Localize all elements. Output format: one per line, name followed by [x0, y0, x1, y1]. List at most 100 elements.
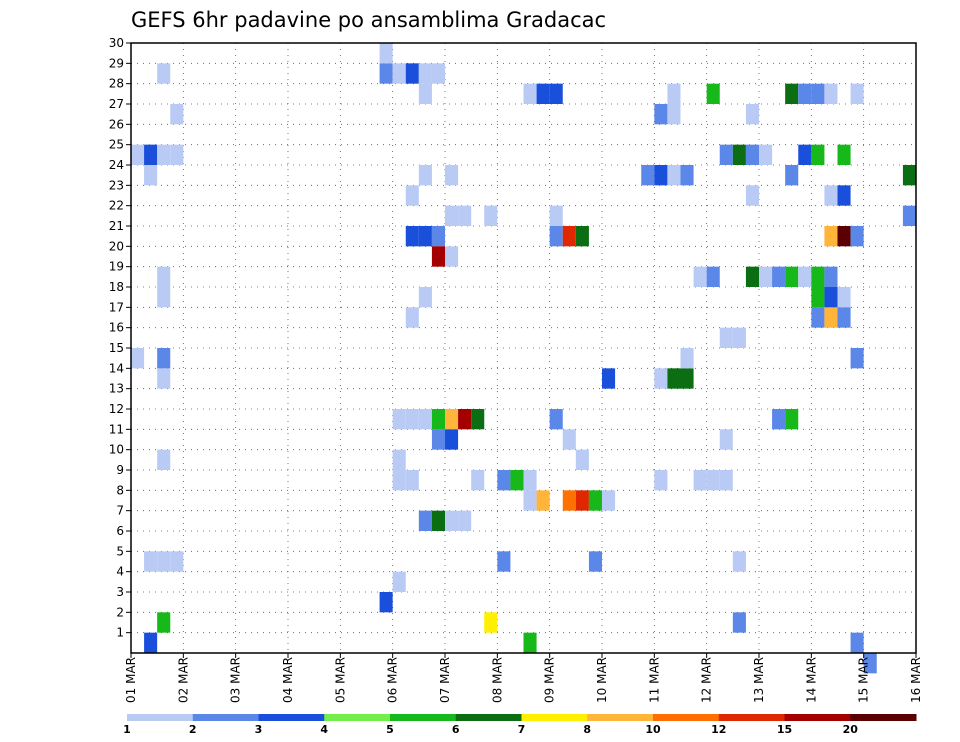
- x-tick-label: 07 MAR: [438, 657, 452, 703]
- colorbar-swatch: [127, 714, 194, 721]
- data-cell: [170, 144, 184, 165]
- y-tick-label: 6: [116, 524, 124, 538]
- data-cell: [745, 104, 759, 125]
- data-cell: [144, 632, 158, 653]
- data-cell: [131, 144, 145, 165]
- data-cell: [157, 287, 171, 308]
- x-axis: 01 MAR 02 MAR 03 MAR 04 MAR 05 MAR 06 MAR 07 M…: [124, 653, 923, 703]
- plot-frame: [130, 42, 917, 654]
- data-cell: [157, 449, 171, 470]
- colorbar-swatch: [521, 714, 588, 721]
- data-cell: [170, 551, 184, 572]
- data-cell: [850, 226, 864, 247]
- x-tick-label: 01 MAR: [124, 657, 138, 703]
- y-tick-label: 19: [109, 260, 124, 274]
- x-tick-label: 06 MAR: [386, 657, 400, 703]
- x-tick-label: 14 MAR: [804, 657, 818, 703]
- data-cell: [562, 226, 576, 247]
- data-cell: [445, 510, 459, 531]
- colorbar-swatch: [850, 714, 917, 721]
- data-cell: [392, 409, 406, 430]
- data-cell: [824, 287, 838, 308]
- data-cell: [719, 470, 733, 491]
- data-cell: [602, 368, 616, 389]
- data-cell: [157, 368, 171, 389]
- data-cell: [575, 490, 589, 511]
- colorbar-swatch: [324, 714, 391, 721]
- data-cell: [811, 144, 825, 165]
- y-tick-label: 4: [116, 565, 124, 579]
- colorbar-swatch: [718, 714, 785, 721]
- data-cell: [745, 144, 759, 165]
- data-cell: [418, 165, 432, 186]
- data-cell: [431, 63, 445, 84]
- data-cell: [706, 83, 720, 104]
- colorbar-label: 2: [189, 723, 197, 736]
- colorbar-label: 12: [711, 723, 726, 736]
- data-cell: [144, 144, 158, 165]
- grid: [131, 42, 917, 653]
- y-tick-label: 11: [109, 422, 124, 436]
- data-cell: [588, 551, 602, 572]
- data-cell: [484, 205, 498, 226]
- data-cell: [471, 409, 485, 430]
- data-cell: [575, 449, 589, 470]
- data-cell: [405, 185, 419, 206]
- data-cell: [392, 470, 406, 491]
- data-cell: [405, 226, 419, 247]
- data-cell: [863, 653, 877, 674]
- data-cell: [405, 470, 419, 491]
- data-cell: [405, 409, 419, 430]
- data-cell: [772, 266, 786, 287]
- data-cell: [497, 470, 511, 491]
- data-cell: [431, 226, 445, 247]
- colorbar-label: 10: [645, 723, 661, 736]
- y-axis: 1234567891011121314151617181920212223242…: [109, 36, 131, 640]
- data-cell: [157, 63, 171, 84]
- data-cell: [458, 205, 472, 226]
- data-cell: [458, 510, 472, 531]
- y-tick-label: 15: [109, 341, 124, 355]
- y-tick-label: 8: [116, 483, 124, 497]
- data-cell: [732, 612, 746, 633]
- data-cell: [418, 510, 432, 531]
- data-cell: [418, 287, 432, 308]
- y-tick-label: 27: [109, 97, 124, 111]
- x-tick-label: 09 MAR: [543, 657, 557, 703]
- chart-title: GEFS 6hr padavine po ansamblima Gradacac: [131, 8, 606, 32]
- data-cell: [170, 104, 184, 125]
- data-cell: [667, 368, 681, 389]
- data-cell: [392, 571, 406, 592]
- data-cell: [811, 287, 825, 308]
- data-cell: [510, 470, 524, 491]
- data-cell: [392, 449, 406, 470]
- y-tick-label: 7: [116, 504, 124, 518]
- y-tick-label: 3: [116, 585, 124, 599]
- colorbar-swatch: [784, 714, 851, 721]
- y-tick-label: 18: [109, 280, 124, 294]
- data-cell: [157, 551, 171, 572]
- colorbar-label: 3: [255, 723, 263, 736]
- data-cell: [418, 83, 432, 104]
- data-cell: [667, 104, 681, 125]
- data-cell: [850, 632, 864, 653]
- y-tick-label: 5: [116, 544, 124, 558]
- data-cell: [157, 144, 171, 165]
- data-cell: [719, 429, 733, 450]
- colorbar-label: 7: [518, 723, 526, 736]
- data-cell: [902, 205, 916, 226]
- data-cell: [706, 470, 720, 491]
- y-tick-label: 29: [109, 56, 124, 70]
- x-tick-label: 08 MAR: [490, 657, 504, 703]
- y-tick-label: 20: [109, 239, 124, 253]
- y-tick-label: 14: [109, 361, 124, 375]
- data-cell: [549, 205, 563, 226]
- data-cell: [824, 185, 838, 206]
- y-tick-label: 25: [109, 138, 124, 152]
- y-tick-label: 30: [109, 36, 124, 50]
- data-cell: [654, 104, 668, 125]
- y-tick-label: 13: [109, 382, 124, 396]
- data-cell: [641, 165, 655, 186]
- data-cell: [824, 266, 838, 287]
